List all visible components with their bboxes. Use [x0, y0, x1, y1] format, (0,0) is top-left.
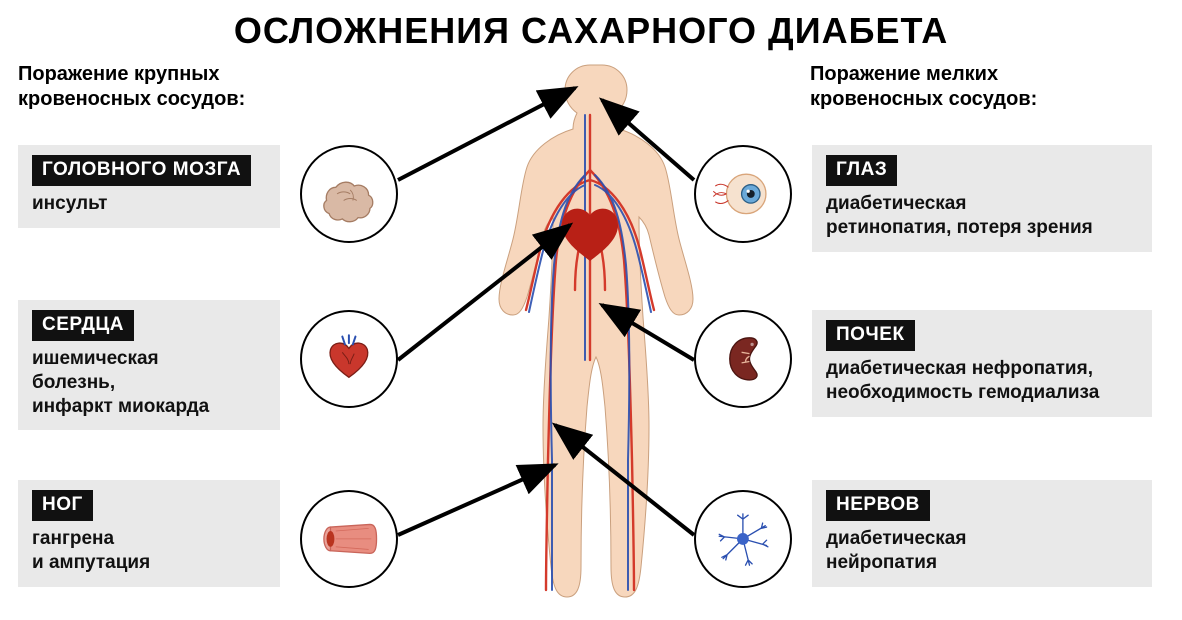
- card-eyes: ГЛАЗ диабетическаяретинопатия, потеря зр…: [812, 145, 1152, 252]
- circle-heart: [300, 310, 398, 408]
- badge-heart: СЕРДЦА: [32, 310, 134, 341]
- desc-eyes: диабетическаяретинопатия, потеря зрения: [826, 192, 1138, 240]
- card-brain: ГОЛОВНОГО МОЗГА инсульт: [18, 145, 280, 228]
- brain-icon: [316, 161, 382, 227]
- neuron-icon: [710, 506, 776, 572]
- badge-kidney: ПОЧЕК: [826, 320, 915, 351]
- desc-legs: гангренаи ампутация: [32, 527, 266, 575]
- desc-brain: инсульт: [32, 192, 266, 216]
- subtitle-large-vessels: Поражение крупныхкровеносных сосудов:: [18, 62, 245, 112]
- card-heart: СЕРДЦА ишемическаяболезнь,инфаркт миокар…: [18, 300, 280, 430]
- badge-eyes: ГЛАЗ: [826, 155, 897, 186]
- heart-icon: [316, 326, 382, 392]
- desc-nerves: диабетическаянейропатия: [826, 527, 1138, 575]
- eye-icon: [710, 161, 776, 227]
- circle-neuron: [694, 490, 792, 588]
- subtitle-small-vessels: Поражение мелкихкровеносных сосудов:: [810, 62, 1037, 112]
- badge-legs: НОГ: [32, 490, 93, 521]
- page-title: ОСЛОЖНЕНИЯ САХАРНОГО ДИАБЕТА: [0, 10, 1182, 52]
- badge-brain: ГОЛОВНОГО МОЗГА: [32, 155, 251, 186]
- desc-kidney: диабетическая нефропатия,необходимость г…: [826, 357, 1138, 405]
- card-kidney: ПОЧЕК диабетическая нефропатия,необходим…: [812, 310, 1152, 417]
- kidney-icon: [710, 326, 776, 392]
- circle-kidney: [694, 310, 792, 408]
- card-nerves: НЕРВОВ диабетическаянейропатия: [812, 480, 1152, 587]
- circle-vessel: [300, 490, 398, 588]
- circle-eye: [694, 145, 792, 243]
- badge-nerves: НЕРВОВ: [826, 490, 930, 521]
- card-legs: НОГ гангренаи ампутация: [18, 480, 280, 587]
- blood-vessel-icon: [316, 506, 382, 572]
- desc-heart: ишемическаяболезнь,инфаркт миокарда: [32, 347, 266, 418]
- circle-brain: [300, 145, 398, 243]
